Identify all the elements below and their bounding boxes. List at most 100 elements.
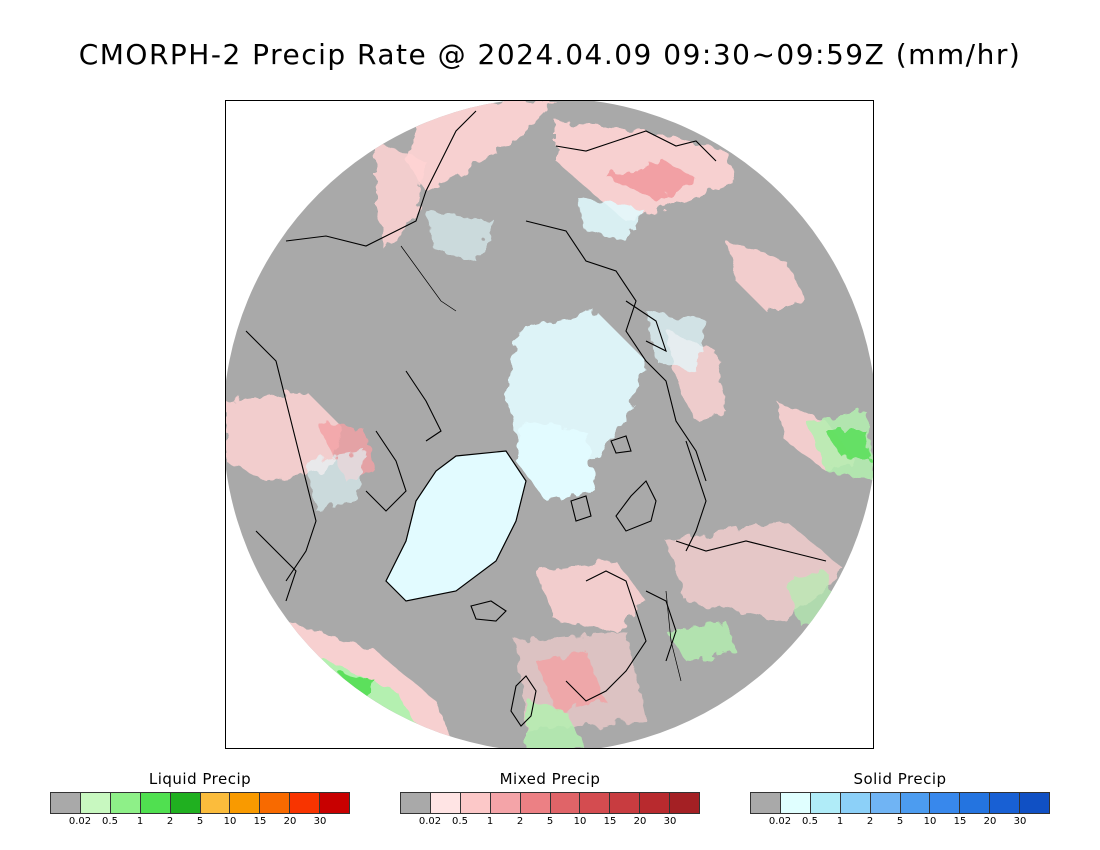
legend-ticks: 0.02 0.5 1 2 5 10 15 20 30: [750, 814, 1050, 828]
legend-ticks: 0.02 0.5 1 2 5 10 15 20 30: [50, 814, 350, 828]
coast-uk: [510, 675, 537, 727]
legend-tick-label: 2: [866, 816, 874, 827]
legend-tick-label: 15: [953, 816, 967, 827]
legend-title: Mixed Precip: [499, 770, 601, 788]
legend-tick-label: 0.02: [418, 816, 442, 827]
legend-tick-label: 10: [223, 816, 237, 827]
legend-swatch: [200, 793, 231, 813]
legend-swatch: [810, 793, 841, 813]
legend-swatch: [930, 793, 961, 813]
coast-baffin: [365, 430, 407, 512]
mixed-precip-alaska-north: [406, 101, 556, 191]
legend-swatch: [290, 793, 321, 813]
legend-swatch: [230, 793, 261, 813]
legend-tick-label: 10: [923, 816, 937, 827]
legend-swatch: [320, 793, 350, 813]
border-alaska-canada: [400, 245, 457, 312]
legend-swatches: [400, 792, 700, 814]
legend-tick-label: 0.5: [102, 816, 118, 827]
legend-liquid-precip: Liquid Precip 0.02 0.5 1 2 5 10 15 20 30: [50, 770, 350, 828]
mixed-precip-siberia-central: [726, 241, 806, 311]
legend-swatch: [550, 793, 581, 813]
legend-swatch: [430, 793, 461, 813]
coast-scandinavia: [565, 570, 647, 702]
legend-tick-label: 5: [546, 816, 554, 827]
snow-north-pole: [516, 421, 596, 501]
legend-swatch: [1020, 793, 1050, 813]
legend-tick-label: 1: [836, 816, 844, 827]
rain-atlantic-core: [336, 671, 376, 701]
legend-tick-label: 20: [283, 816, 297, 827]
legend-tick-label: 1: [486, 816, 494, 827]
legend-tick-label: 15: [253, 816, 267, 827]
legend-swatch: [170, 793, 201, 813]
snow-chukchi: [426, 211, 496, 261]
legend-title: Liquid Precip: [148, 770, 252, 788]
legend-swatch: [840, 793, 871, 813]
legend-tick-label: 0.5: [452, 816, 468, 827]
rain-uk: [526, 701, 586, 748]
legend-tick-label: 2: [166, 816, 174, 827]
mixed-precip-scandinavia-halo: [516, 631, 646, 731]
legend-swatch: [751, 793, 781, 813]
coast-taymyr: [625, 300, 667, 353]
legend-tick-label: 0.5: [802, 816, 818, 827]
rain-russia-core: [826, 431, 871, 461]
mixed-precip-alaska-west: [376, 141, 426, 251]
legend-swatch: [401, 793, 431, 813]
coast-ellesmere: [405, 370, 442, 442]
legend-mixed-precip: Mixed Precip 0.02 0.5 1 2 5 10 15 20 30: [400, 770, 700, 828]
legend-tick-label: 5: [196, 816, 204, 827]
snow-siberia-coast: [576, 196, 646, 241]
legend-tick-label: 2: [516, 816, 524, 827]
legend-swatch: [51, 793, 81, 813]
legend-swatch: [520, 793, 551, 813]
legend-title: Solid Precip: [853, 770, 947, 788]
legend-swatch: [580, 793, 611, 813]
coast-finland: [645, 590, 677, 662]
map-title: CMORPH-2 Precip Rate @ 2024.04.09 09:30~…: [78, 38, 1022, 71]
legend-tick-label: 20: [633, 816, 647, 827]
legend-swatch: [610, 793, 641, 813]
coast-novaya-zemlya: [615, 480, 657, 532]
legend-swatches: [750, 792, 1050, 814]
legend-swatch: [990, 793, 1021, 813]
coast-franz-josef: [610, 435, 632, 454]
polar-precip-map: [226, 101, 873, 748]
snow-laptev: [646, 311, 706, 371]
borders: [400, 245, 682, 682]
mixed-precip-siberia-core: [606, 161, 696, 201]
legend-ticks: 0.02 0.5 1 2 5 10 15 20 30: [400, 814, 700, 828]
legend-swatch: [140, 793, 171, 813]
coast-alaska: [285, 110, 477, 247]
coast-hudson: [255, 530, 297, 602]
coast-canada: [245, 330, 317, 582]
legend-swatch: [490, 793, 521, 813]
legend-tick-label: 0.02: [68, 816, 92, 827]
legend-tick-label: 30: [663, 816, 677, 827]
legend-swatch: [640, 793, 671, 813]
greenland-ice: [385, 450, 527, 602]
legend-tick-label: 30: [313, 816, 327, 827]
coast-siberia: [525, 220, 707, 482]
legend-tick-label: 15: [603, 816, 617, 827]
legend-tick-label: 0.02: [768, 816, 792, 827]
legend-swatch: [80, 793, 111, 813]
coast-chukotka: [555, 130, 717, 162]
legend-tick-label: 30: [1013, 816, 1027, 827]
legend-swatch: [110, 793, 141, 813]
mixed-precip-norway-sea: [536, 561, 646, 631]
snow-canada-arctic: [306, 451, 366, 511]
coast-kara: [685, 440, 707, 552]
map-panel: [225, 100, 874, 749]
coast-iceland: [470, 600, 507, 622]
mixed-precip-canada: [226, 391, 346, 481]
legend-swatch: [960, 793, 991, 813]
legend-swatch: [670, 793, 700, 813]
border-finland-russia: [665, 590, 682, 682]
legend-swatch: [780, 793, 811, 813]
legend-swatch: [260, 793, 291, 813]
legend-tick-label: 5: [896, 816, 904, 827]
legend-swatch: [870, 793, 901, 813]
coast-russia-west: [675, 540, 827, 562]
